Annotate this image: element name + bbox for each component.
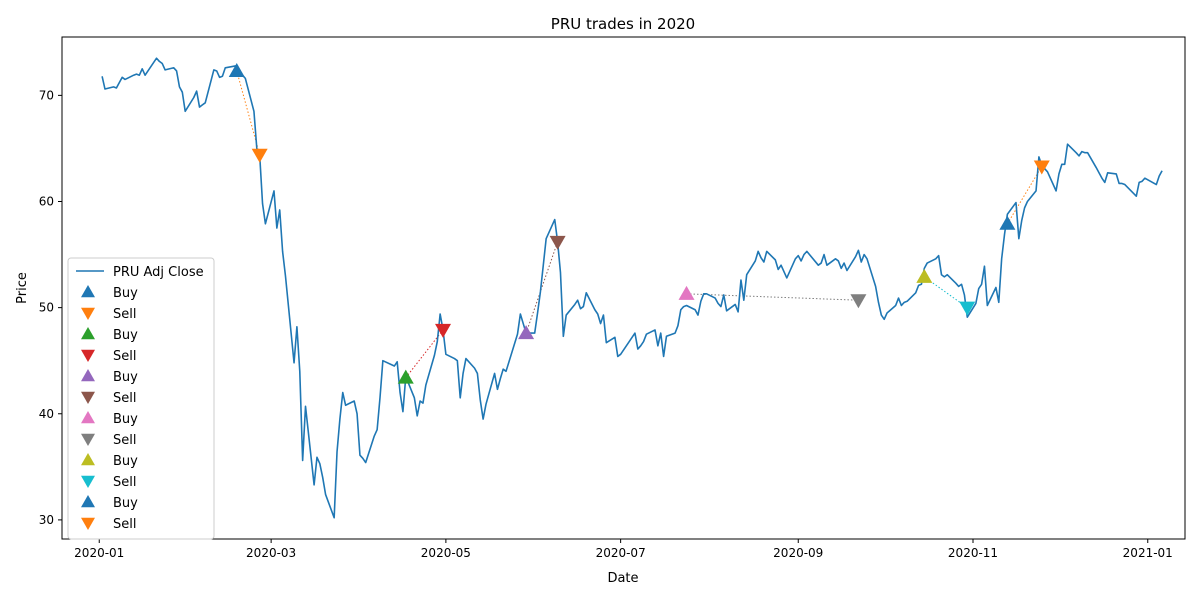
legend-label: Buy [113,328,138,343]
buy-marker [999,215,1016,230]
sell-marker [1033,160,1050,175]
legend-label: Sell [113,307,136,322]
buy-marker [397,369,414,384]
trade-connector [686,293,859,301]
y-tick-label: 70 [39,88,54,102]
legend-buy-swatch [81,453,95,466]
legend-buy-swatch [81,411,95,424]
x-tick-label: 2020-07 [596,546,646,560]
sell-marker [959,301,976,316]
plot-frame [61,36,1186,540]
chart-title: PRU trades in 2020 [551,15,695,33]
legend-sell-swatch [81,517,95,530]
legend-sell-swatch [81,307,95,320]
buy-marker [678,285,695,300]
legend-label: Buy [113,496,138,511]
legend: PRU Adj Close Buy Sell Buy Sell Buy Sell Buy Sel… [67,257,215,540]
buy-marker [916,268,933,283]
trade-connector [1006,166,1043,225]
legend-box [67,257,215,540]
price-series-line [101,57,1163,519]
x-axis: 2020-01 2020-03 2020-05 2020-07 2020-09 2020-… [74,539,1173,560]
x-axis-label: Date [607,571,638,586]
buy-marker [518,325,535,340]
legend-label: Buy [113,286,138,301]
x-tick-label: 2020-11 [948,546,998,560]
sell-marker [251,148,268,163]
sell-marker [850,294,867,309]
legend-buy-swatch [81,327,95,340]
sell-marker [549,235,566,250]
legend-buy-swatch [81,495,95,508]
legend-buy-swatch [81,369,95,382]
sell-marker [435,323,452,338]
y-axis-label: Price [15,272,30,304]
x-tick-label: 2020-01 [74,546,124,560]
legend-label: Buy [113,454,138,469]
legend-label: Sell [113,391,136,406]
legend-label: Sell [113,349,136,364]
y-tick-label: 40 [39,407,54,421]
legend-label: Buy [113,370,138,385]
y-tick-label: 60 [39,195,54,209]
legend-label: Sell [113,475,136,490]
price-line-group [101,57,1163,519]
y-tick-label: 30 [39,513,54,527]
trade-markers [228,62,1050,384]
trade-connector [525,241,559,334]
legend-label: PRU Adj Close [113,265,204,280]
legend-label: Sell [113,433,136,448]
y-axis: 30 40 50 60 70 [39,88,62,527]
legend-buy-swatch [81,285,95,298]
y-tick-label: 50 [39,301,54,315]
plot-area [101,57,1163,519]
x-tick-label: 2020-09 [773,546,823,560]
x-tick-label: 2020-03 [246,546,296,560]
legend-sell-swatch [81,349,95,362]
legend-sell-swatch [81,433,95,446]
trade-connectors [236,70,1043,378]
x-tick-label: 2020-05 [421,546,471,560]
legend-label: Buy [113,412,138,427]
legend-sell-swatch [81,475,95,488]
trade-connector [236,70,261,155]
x-tick-label: 2021-01 [1123,546,1173,560]
legend-sell-swatch [81,391,95,404]
trade-connector [405,329,444,378]
buy-marker [228,62,245,77]
legend-label: Sell [113,517,136,532]
